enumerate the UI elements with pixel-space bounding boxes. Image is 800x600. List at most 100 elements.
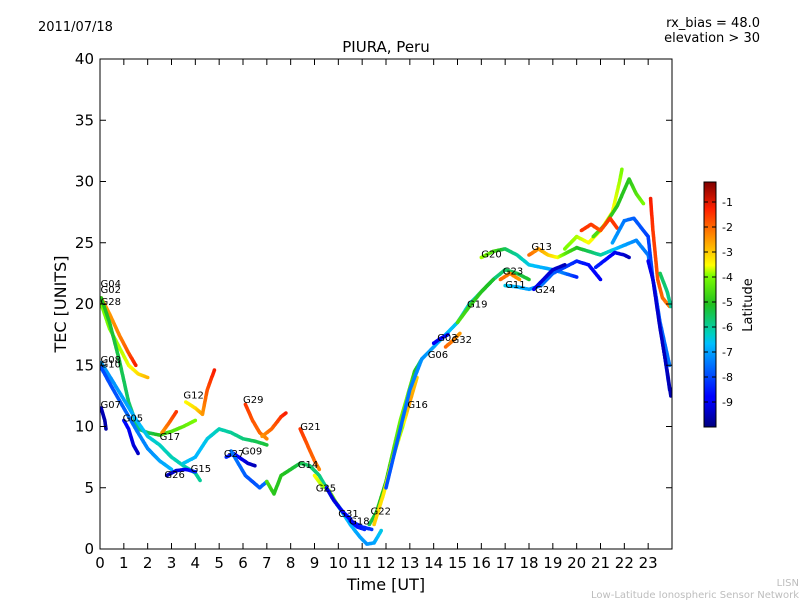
colorbar-tick-label: -8 <box>722 371 733 384</box>
data-point <box>104 427 108 431</box>
x-tick-label: 12 <box>376 554 395 572</box>
prn-label-g28: G28 <box>101 297 121 308</box>
prn-label-g18: G18 <box>349 517 369 528</box>
x-axis: 0 1 2 3 4 5 6 7 8 9 10 11 12 13 14 15 16 17 18 19 20 21 22 23 <box>95 59 658 572</box>
x-tick-label: 16 <box>472 554 491 572</box>
prn-label-g03: G03 <box>437 333 457 344</box>
x-tick-label: 8 <box>286 554 296 572</box>
colorbar-tick-label: -9 <box>722 396 733 409</box>
data-point <box>265 443 269 447</box>
series-g05 <box>122 418 140 456</box>
prn-label-g16: G16 <box>407 400 427 411</box>
series-b1 <box>593 250 631 270</box>
data-point <box>517 277 522 282</box>
data-point <box>669 394 672 398</box>
series-g20 <box>479 247 579 279</box>
series-g15 <box>181 427 269 466</box>
prn-label-g21: G21 <box>300 422 320 433</box>
colorbar <box>703 181 717 428</box>
prn-label-g08: G08 <box>101 355 121 366</box>
prn-label-g22: G22 <box>371 507 391 518</box>
data-point <box>193 418 198 423</box>
data-point <box>174 410 179 414</box>
prn-label-g23: G23 <box>503 267 523 278</box>
x-tick-label: 2 <box>143 554 153 572</box>
x-tick-label: 7 <box>262 554 272 572</box>
series-g19 <box>455 277 496 325</box>
x-tick-label: 13 <box>400 554 419 572</box>
colorbar-label: Latitude <box>741 278 756 332</box>
data-point <box>265 437 269 441</box>
elevation-label: elevation > 30 <box>664 31 760 46</box>
series-c2 <box>646 259 672 398</box>
prn-label-g27: G27 <box>224 449 244 460</box>
series-g24 <box>532 263 567 292</box>
y-tick-label: 10 <box>75 418 94 436</box>
y-tick-label: 0 <box>84 540 94 558</box>
x-tick-label: 5 <box>214 554 224 572</box>
data-point <box>458 331 462 336</box>
x-tick-label: 15 <box>448 554 467 572</box>
series-g32 <box>443 331 462 349</box>
prn-label-g11: G11 <box>505 280 525 291</box>
data-point <box>212 368 217 372</box>
x-tick-label: 19 <box>543 554 562 572</box>
data-point <box>362 527 367 532</box>
x-axis-label: Time [UT] <box>346 575 425 594</box>
prn-label-g10: G10 <box>101 360 121 371</box>
data-point <box>563 263 567 267</box>
x-tick-label: 1 <box>119 554 129 572</box>
x-tick-label: 0 <box>95 554 105 572</box>
series-g03 <box>431 332 450 346</box>
series-g28 <box>100 296 198 437</box>
series-layer <box>100 167 672 546</box>
data-point <box>641 201 646 206</box>
data-point <box>317 467 322 472</box>
data-point <box>284 411 288 415</box>
series-g17 <box>160 410 179 435</box>
x-tick-label: 23 <box>639 554 658 572</box>
colorbar-tick-label: -6 <box>722 321 733 334</box>
x-tick-label: 17 <box>496 554 515 572</box>
x-tick-label: 22 <box>615 554 634 572</box>
prn-label-g13: G13 <box>531 242 551 253</box>
series-g06 <box>384 267 531 490</box>
prn-label-g32: G32 <box>452 335 472 346</box>
data-point <box>669 304 672 309</box>
data-point <box>379 528 384 533</box>
series-g08 <box>100 361 202 483</box>
x-tick-label: 10 <box>329 554 348 572</box>
credit-short: LISN <box>777 578 799 589</box>
data-point <box>369 527 374 532</box>
prn-label-g02: G02 <box>101 285 121 296</box>
series-g12 <box>184 368 217 417</box>
prn-label-g20: G20 <box>481 249 501 260</box>
x-tick-label: 18 <box>519 554 538 572</box>
y-axis: 0 5 10 15 20 25 30 35 40 <box>75 50 672 558</box>
colorbar-ticks: -1 -2 -3 -4 -5 -6 -7 -8 -9 <box>704 196 733 409</box>
rx-bias-label: rx_bias = 48.0 <box>666 16 760 31</box>
series-g18 <box>348 519 367 532</box>
x-tick-label: 20 <box>567 554 586 572</box>
colorbar-tick-label: -3 <box>722 246 733 259</box>
date-label: 2011/07/18 <box>38 20 113 35</box>
prn-label-g19: G19 <box>467 300 487 311</box>
colorbar-tick-label: -2 <box>722 221 733 234</box>
data-point <box>193 470 198 474</box>
y-tick-label: 25 <box>75 234 94 252</box>
series-g07 <box>100 406 108 431</box>
prn-label-g17: G17 <box>160 432 180 443</box>
prn-label-g15: G15 <box>191 464 211 475</box>
data-point <box>527 277 531 282</box>
y-tick-label: 15 <box>75 356 94 374</box>
data-point <box>136 451 140 456</box>
series-g21b <box>260 411 288 439</box>
credit-long: Low-Latitude Ionospheric Sensor Network <box>591 590 799 600</box>
colorbar-tick-label: -4 <box>722 271 733 284</box>
prn-label-g26: G26 <box>164 470 184 481</box>
x-tick-label: 11 <box>353 554 372 572</box>
x-tick-label: 4 <box>191 554 201 572</box>
data-point <box>574 275 579 279</box>
colorbar-tick-label: -7 <box>722 346 733 359</box>
